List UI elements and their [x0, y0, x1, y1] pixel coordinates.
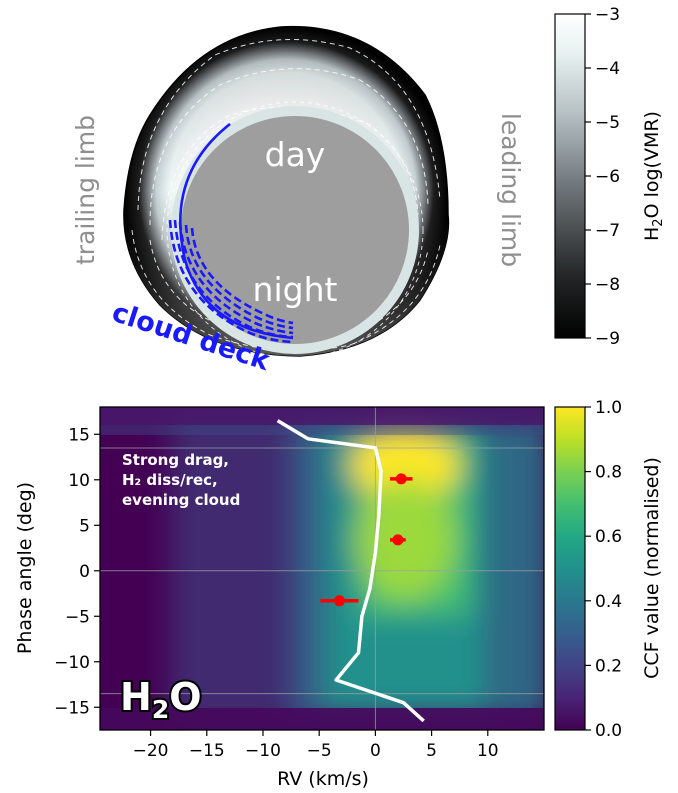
- annotation-line: Strong drag,: [122, 451, 229, 469]
- ccf-colorbar-tick-label: 0.0: [595, 721, 622, 741]
- x-axis-label: RV (km/s): [277, 768, 369, 790]
- ccf-colorbar-tick-label: 1.0: [595, 398, 622, 418]
- x-tick-label: 10: [477, 741, 499, 761]
- plot-frame: [99, 406, 545, 731]
- x-tick-label: −20: [133, 741, 169, 761]
- x-tick-label: 5: [426, 741, 437, 761]
- rv-measurements: [320, 473, 413, 607]
- night-label: night: [253, 270, 338, 309]
- phase-strip: [100, 708, 544, 730]
- y-tick-label: −10: [54, 653, 90, 673]
- ccf-colorbar-label: CCF value (normalised): [641, 457, 663, 679]
- phase-strip: [100, 407, 544, 425]
- atmosphere-contour: [149, 68, 429, 226]
- vmr-colorbar-tick-label: −3: [595, 5, 620, 25]
- x-tick-label: 0: [370, 741, 381, 761]
- rv-point: [333, 595, 345, 607]
- vmr-colorbar-tick-label: −5: [595, 113, 620, 133]
- x-tick-label: −10: [245, 741, 281, 761]
- vmr-colorbar-tick-label: −8: [595, 275, 620, 295]
- planet-core: [171, 106, 419, 354]
- atmosphere-contour: [137, 38, 441, 211]
- y-axis-ticks: 15 10 5 0 −5 −10 −15: [54, 425, 100, 718]
- annotation-line: H₂ diss/rec,: [122, 471, 218, 489]
- annotation: Strong drag, H₂ diss/rec, evening cloud: [122, 451, 240, 509]
- model-rv-track: [276, 419, 425, 723]
- vmr-colorbar-tick-label: −4: [595, 59, 620, 79]
- vmr-colorbar-tick-label: −7: [595, 221, 620, 241]
- x-tick-label: −5: [307, 741, 332, 761]
- trailing-limb-label: trailing limb: [71, 115, 100, 265]
- ccf-colorbar-tick-label: 0.4: [595, 592, 622, 612]
- species-label: H2O: [120, 675, 202, 724]
- vmr-colorbar: −3 −4 −5 −6 −7 −8 −9 H2O log(VMR): [554, 5, 666, 349]
- vmr-colorbar-label: H2O log(VMR): [641, 111, 666, 241]
- y-tick-label: −15: [54, 698, 90, 718]
- y-tick-label: 0: [79, 562, 90, 582]
- vmr-colorbar-tick-label: −9: [595, 329, 620, 349]
- rv-point: [392, 534, 404, 546]
- y-tick-label: 15: [68, 425, 90, 445]
- x-axis-ticks: −20 −15 −10 −5 0 5 10: [133, 730, 499, 761]
- ccf-colorbar-tick-label: 0.8: [595, 463, 622, 483]
- y-tick-label: −5: [65, 607, 90, 627]
- ccf-colorbar-tick-label: 0.6: [595, 527, 622, 547]
- ccf-colorbar: 0.0 0.2 0.4 0.6 0.8 1.0 CCF value (normalised…: [554, 398, 663, 741]
- leading-limb-label: leading limb: [496, 113, 525, 267]
- annotation-line: evening cloud: [122, 491, 240, 509]
- ccf-map: −20 −15 −10 −5 0 5 10 15 10 5 0 −5 −10 −15 RV (km/s)…: [14, 406, 545, 790]
- y-tick-label: 5: [79, 516, 90, 536]
- day-label: day: [265, 135, 326, 174]
- reference-lines: [100, 407, 544, 730]
- x-tick-label: −15: [189, 741, 225, 761]
- y-tick-label: 10: [68, 471, 90, 491]
- cloud-deck-lines: [168, 122, 294, 344]
- vmr-colorbar-tick-label: −6: [595, 167, 620, 187]
- rv-point: [395, 473, 407, 485]
- phase-strip: [100, 425, 544, 435]
- ccf-colorbar-tick-label: 0.2: [595, 656, 622, 676]
- planet-diagram: day night trailing limb leading limb clo…: [71, 25, 525, 377]
- atmosphere-contour: [131, 229, 441, 352]
- y-axis-label: Phase angle (deg): [14, 482, 36, 654]
